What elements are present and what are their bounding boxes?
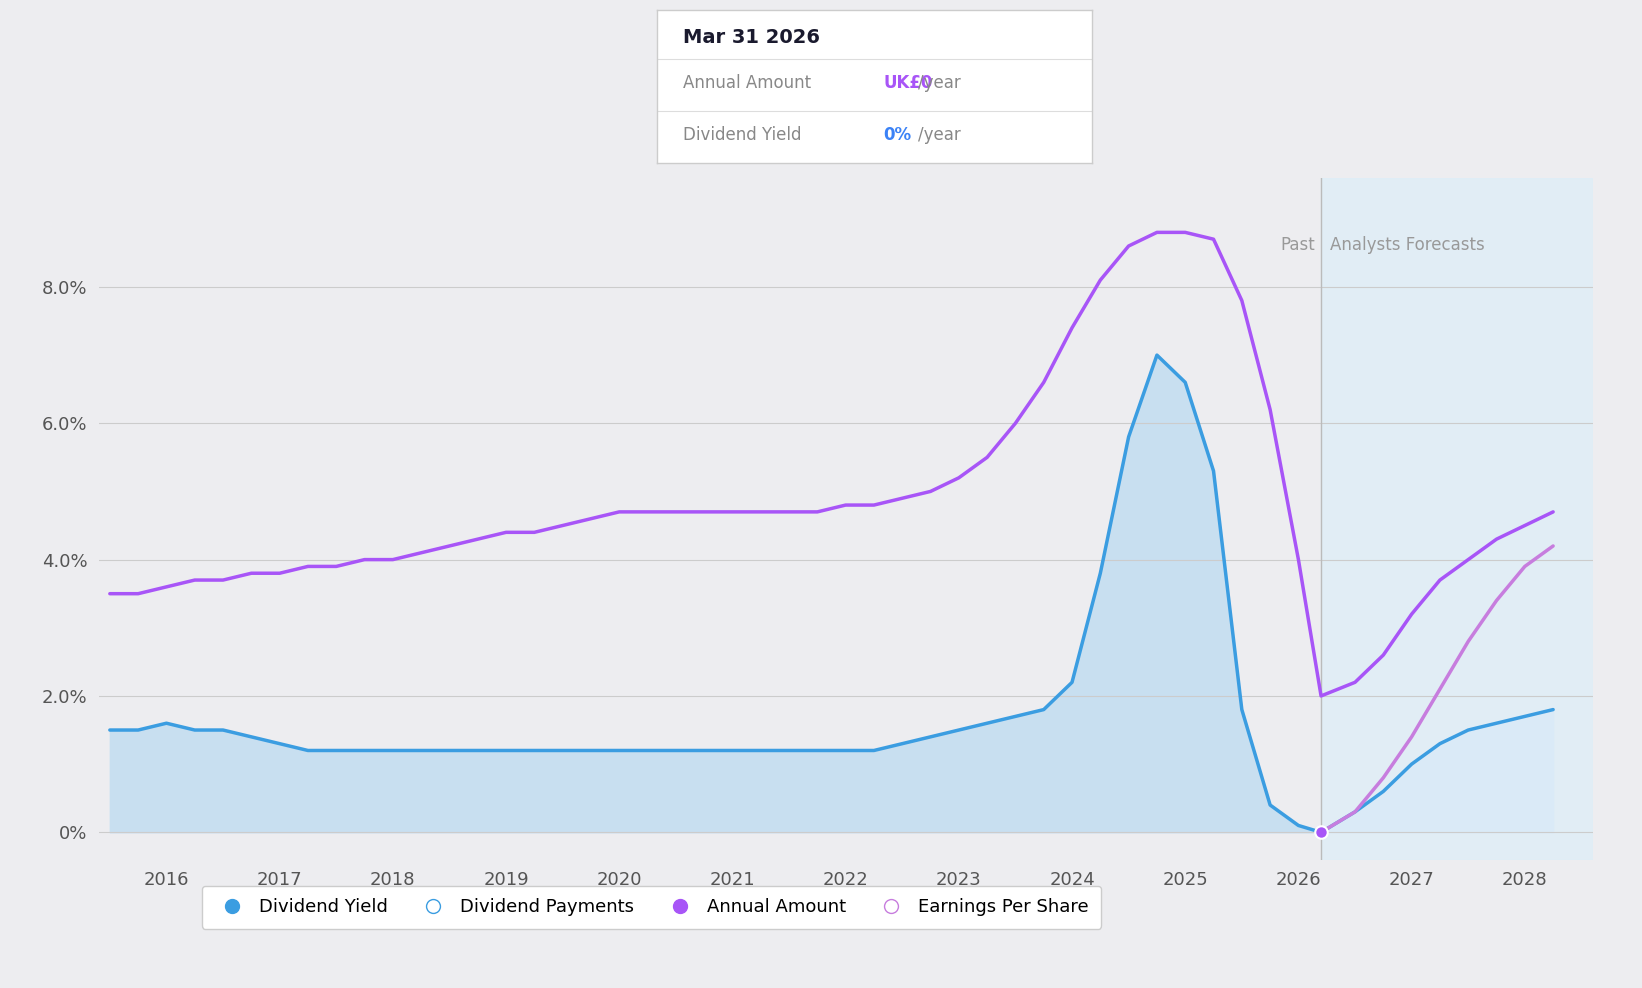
Bar xyxy=(1322,178,1593,860)
Text: Past: Past xyxy=(1281,236,1315,254)
Text: /year: /year xyxy=(918,126,961,144)
Text: 0%: 0% xyxy=(883,126,911,144)
Text: Annual Amount: Annual Amount xyxy=(683,74,811,93)
Text: Mar 31 2026: Mar 31 2026 xyxy=(683,29,819,47)
Text: Dividend Yield: Dividend Yield xyxy=(683,126,801,144)
Text: /year: /year xyxy=(918,74,961,93)
Legend: Dividend Yield, Dividend Payments, Annual Amount, Earnings Per Share: Dividend Yield, Dividend Payments, Annua… xyxy=(202,885,1102,929)
Text: Analysts Forecasts: Analysts Forecasts xyxy=(1330,236,1484,254)
Text: UK£0: UK£0 xyxy=(883,74,933,93)
